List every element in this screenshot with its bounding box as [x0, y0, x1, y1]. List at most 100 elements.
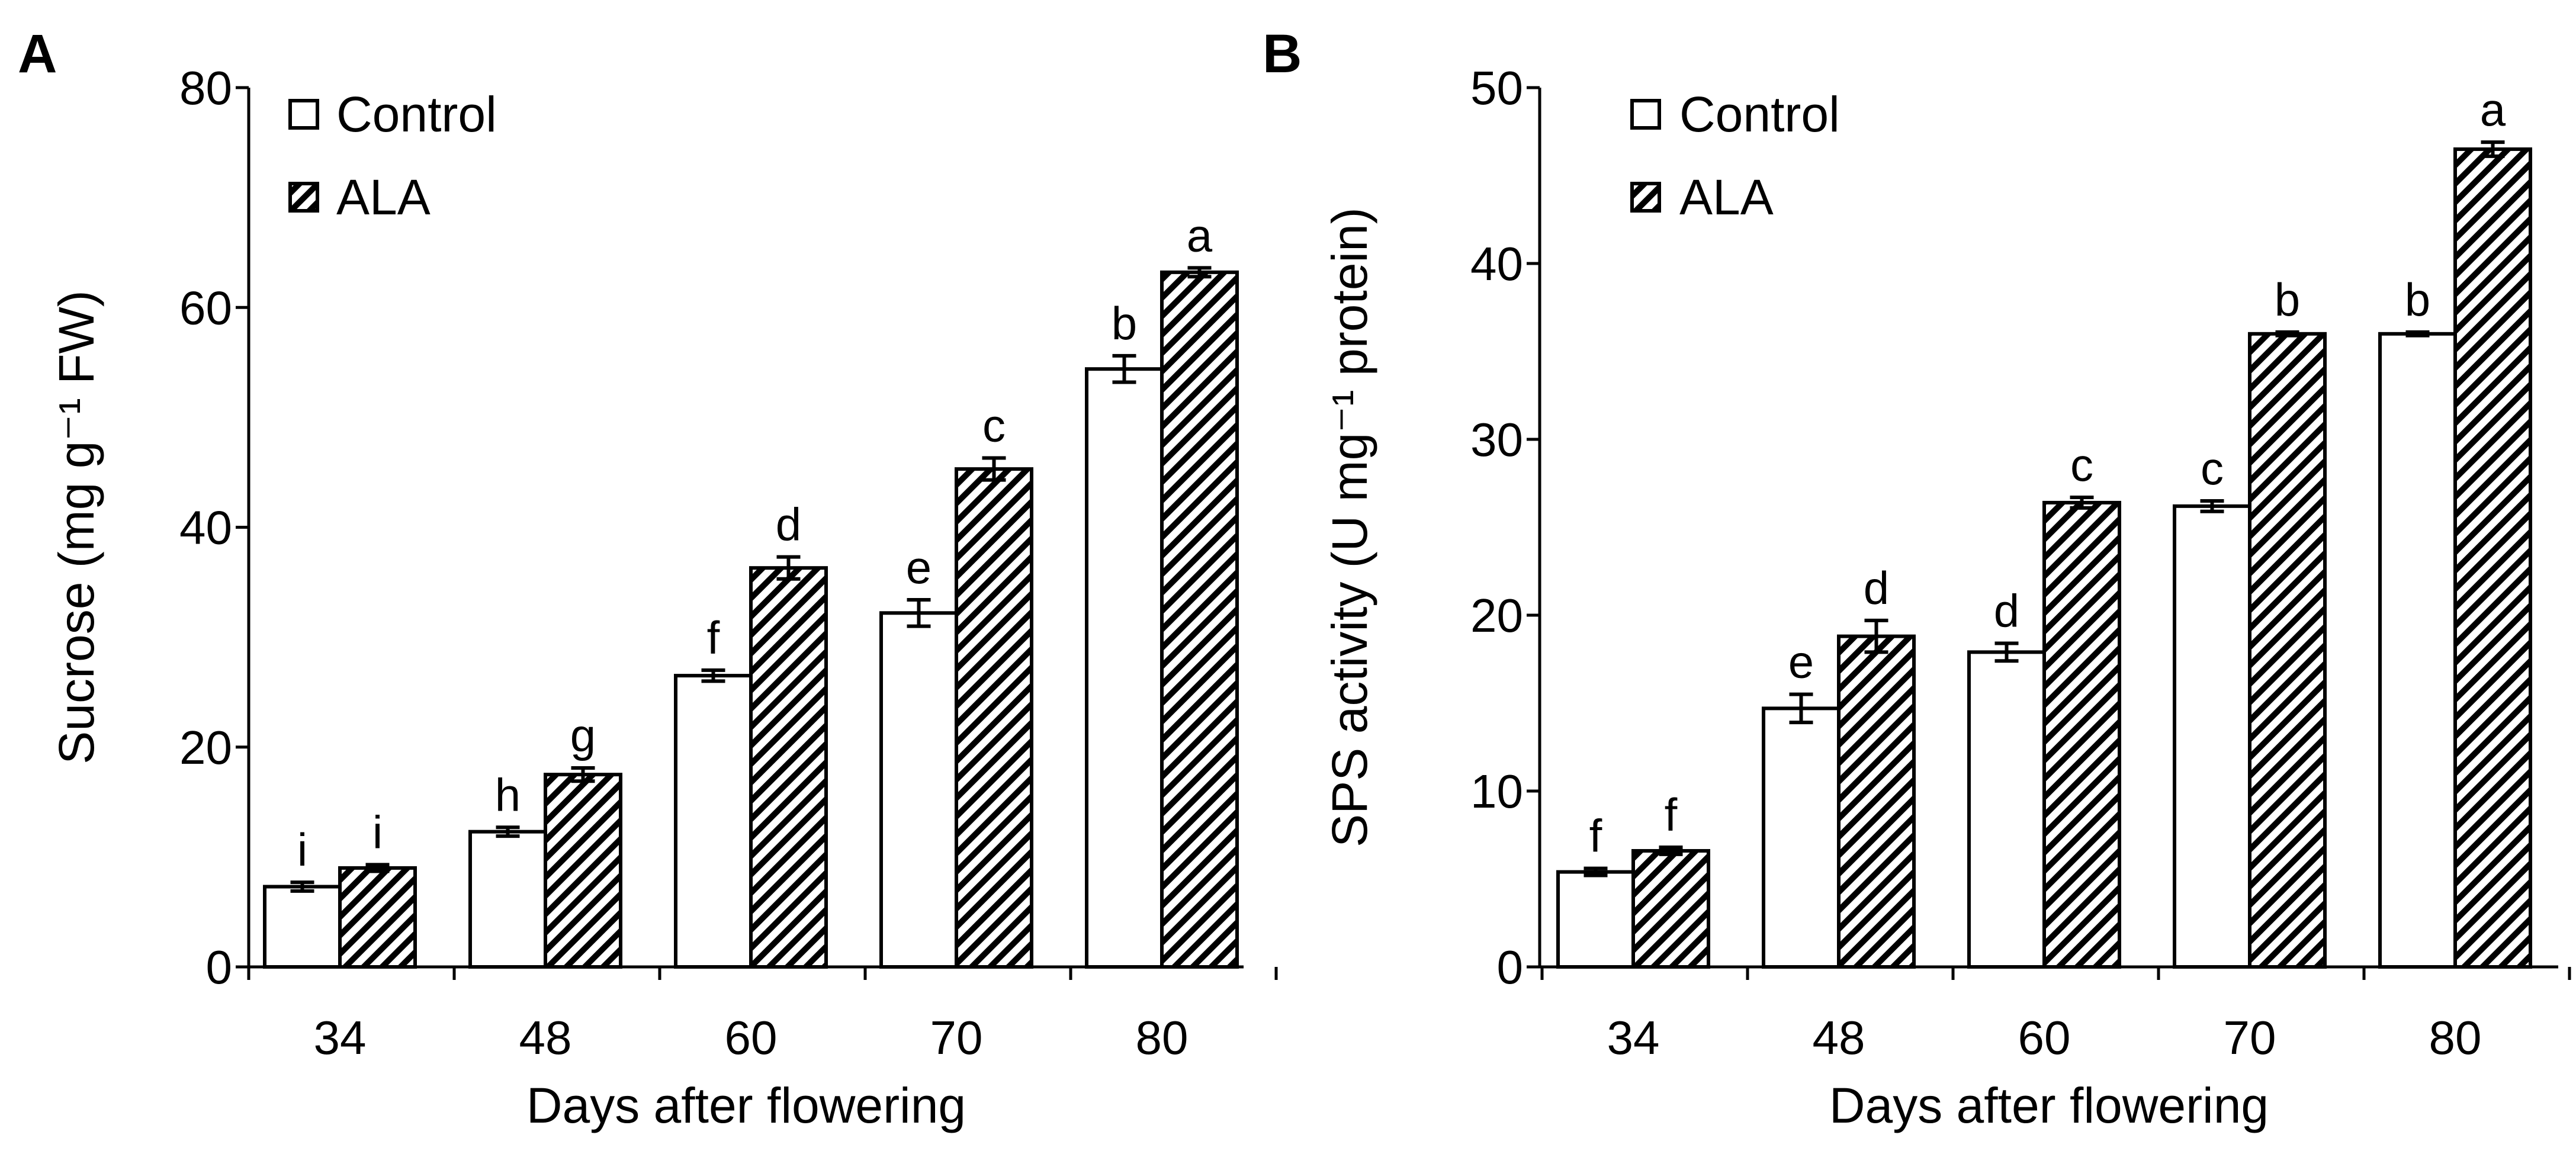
y-tick-label: 80 — [179, 62, 232, 114]
bar-ala-34 — [1631, 848, 1710, 969]
x-category-label: 48 — [519, 1011, 572, 1064]
bar-control-34 — [1556, 870, 1635, 969]
panel-a-sucrose-chart: A 0 20 40 60 80 i i 34 hg 48 f d 60 e c 70 ba 80 Days after… — [18, 24, 1278, 1133]
y-tick-label: 60 — [179, 281, 232, 334]
significance-letter: g — [570, 709, 596, 761]
x-category-label: 60 — [725, 1011, 778, 1064]
legend: Control ALA — [288, 86, 497, 225]
y-tick-label: 20 — [1470, 589, 1523, 642]
y-tick-label: 40 — [1470, 237, 1523, 290]
significance-letter: c — [2070, 439, 2093, 491]
x-category-label: 80 — [1136, 1011, 1189, 1064]
x-category-label: 34 — [314, 1011, 367, 1064]
legend-swatch-ala — [1630, 182, 1661, 213]
error-bar-ala-60 — [776, 555, 801, 581]
significance-letter: b — [2405, 274, 2430, 326]
error-bar-control-60 — [1994, 641, 2019, 663]
error-bar-ala-70 — [2275, 330, 2299, 337]
bar-control-70 — [2173, 504, 2251, 969]
significance-letter: b — [1112, 297, 1137, 349]
error-bar-control-60 — [701, 668, 725, 683]
error-bar-ala-60 — [2070, 496, 2094, 510]
bar-control-48 — [468, 830, 547, 969]
error-bar-control-80 — [1112, 353, 1136, 384]
legend-label-ala: ALA — [1679, 169, 1774, 225]
bar-control-80 — [1085, 367, 1164, 969]
error-bar-ala-48 — [1864, 618, 1888, 654]
y-tick-label: 0 — [1497, 941, 1524, 994]
error-bar-ala-70 — [982, 456, 1006, 482]
significance-letter: h — [495, 769, 521, 821]
x-category-label: 80 — [2429, 1011, 2482, 1064]
x-category-label: 60 — [2018, 1011, 2071, 1064]
x-axis-title: Days after flowering — [526, 1078, 966, 1133]
y-tick-label: 30 — [1470, 413, 1523, 466]
legend-swatch-control — [288, 99, 319, 130]
bar-control-48 — [1762, 706, 1841, 969]
significance-letter: i — [297, 824, 307, 876]
legend-label-control: Control — [1679, 86, 1840, 142]
error-bar-ala-80 — [1187, 266, 1212, 279]
significance-letter: c — [2201, 442, 2224, 494]
x-category-label: 48 — [1813, 1011, 1865, 1064]
significance-letter: d — [1864, 562, 1889, 614]
bar-ala-70 — [955, 467, 1033, 969]
bar-ala-80 — [1160, 270, 1239, 969]
legend-swatch-ala — [288, 182, 319, 213]
legend-label-control: Control — [336, 86, 497, 142]
y-tick-label: 0 — [206, 941, 233, 994]
x-category-label: 34 — [1607, 1011, 1660, 1064]
bar-control-34 — [263, 885, 342, 969]
legend-label-ala: ALA — [336, 169, 431, 225]
bar-ala-60 — [749, 566, 828, 969]
y-axis-title: SPS activity (U mg⁻¹ protein) — [1322, 207, 1377, 847]
significance-letter: c — [982, 400, 1006, 452]
significance-letter: b — [2275, 274, 2300, 326]
y-tick-label: 20 — [179, 721, 232, 774]
significance-letter: a — [2480, 83, 2506, 136]
error-bar-control-70 — [907, 598, 931, 628]
error-bar-control-70 — [2200, 499, 2224, 513]
error-bar-control-48 — [1789, 692, 1813, 725]
bar-ala-60 — [2042, 500, 2121, 969]
bar-ala-48 — [544, 773, 622, 969]
y-tick-label: 40 — [179, 502, 232, 554]
x-category-label: 70 — [930, 1011, 983, 1064]
y-tick-label: 10 — [1470, 765, 1523, 818]
bar-control-60 — [674, 674, 753, 969]
bar-ala-80 — [2453, 147, 2532, 969]
x-axis-title: Days after flowering — [1829, 1078, 2269, 1133]
legend: Control ALA — [1630, 86, 1840, 225]
x-category-label: 70 — [2224, 1011, 2276, 1064]
error-bar-ala-48 — [571, 766, 595, 783]
significance-letter: f — [1665, 789, 1678, 841]
bar-control-60 — [1967, 650, 2046, 969]
significance-letter: f — [1589, 810, 1602, 862]
bar-ala-34 — [338, 866, 417, 969]
bar-control-70 — [879, 611, 958, 969]
legend-swatch-control — [1630, 99, 1661, 130]
y-tick-label: 50 — [1470, 62, 1523, 114]
error-bar-ala-80 — [2481, 140, 2505, 158]
error-bar-control-48 — [496, 825, 520, 838]
error-bar-control-80 — [2405, 330, 2430, 337]
y-axis-title: Sucrose (mg g⁻¹ FW) — [49, 290, 104, 764]
bar-control-80 — [2378, 332, 2457, 969]
error-bar-control-34 — [290, 880, 314, 893]
significance-letter: e — [1788, 636, 1814, 688]
significance-letter: i — [372, 806, 383, 858]
panel-label: B — [1263, 24, 1302, 84]
error-bar-control-34 — [1583, 866, 1608, 877]
error-bar-ala-34 — [365, 863, 390, 873]
panel-label: A — [18, 24, 57, 84]
significance-letter: e — [906, 541, 932, 593]
bar-ala-70 — [2248, 332, 2327, 969]
bar-ala-48 — [1837, 634, 1916, 969]
error-bar-ala-34 — [1659, 846, 1683, 856]
significance-letter: d — [776, 499, 801, 551]
significance-letter: a — [1187, 209, 1213, 261]
significance-letter: d — [1994, 585, 2019, 637]
significance-letter: f — [707, 612, 720, 664]
